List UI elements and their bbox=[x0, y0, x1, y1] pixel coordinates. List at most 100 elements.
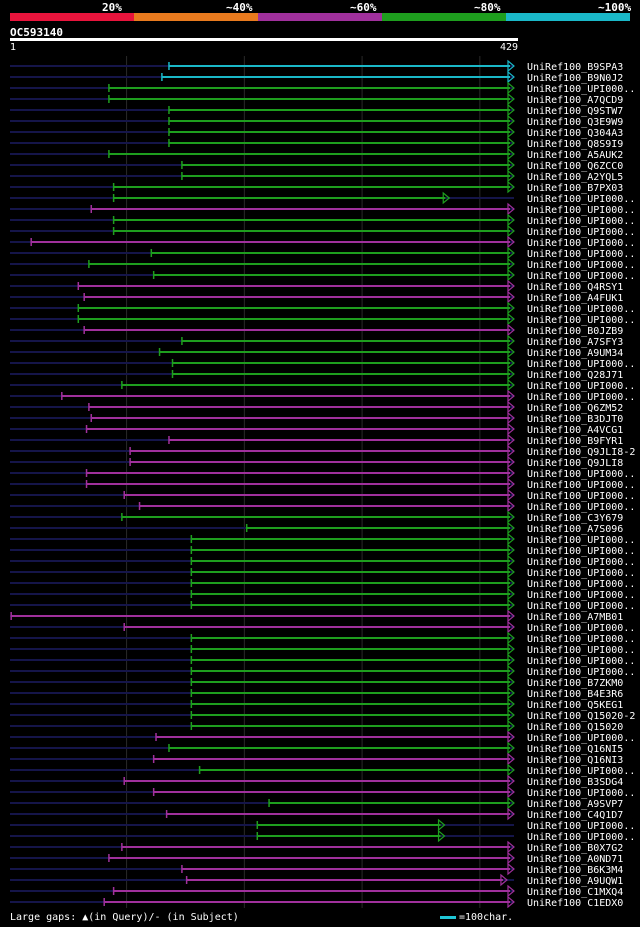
hit-row[interactable]: UniRef100_C1MXQ4 bbox=[10, 886, 623, 898]
hit-label[interactable]: UniRef100_C1EDX0 bbox=[527, 898, 623, 908]
hit-label[interactable]: UniRef100_UPI000.. bbox=[527, 590, 635, 601]
hit-row[interactable]: UniRef100_A5AUK2 bbox=[10, 149, 623, 161]
hit-label[interactable]: UniRef100_Q6ZCC0 bbox=[527, 161, 623, 172]
hit-label[interactable]: UniRef100_C1MXQ4 bbox=[527, 887, 623, 898]
hit-row[interactable]: UniRef100_B3SDG4 bbox=[10, 776, 623, 788]
hit-row[interactable]: UniRef100_UPI000.. bbox=[10, 787, 635, 799]
hit-row[interactable]: UniRef100_Q9JLI8-2 bbox=[10, 446, 635, 458]
hit-row[interactable]: UniRef100_Q8S9I9 bbox=[10, 138, 623, 150]
hit-label[interactable]: UniRef100_A5AUK2 bbox=[527, 150, 623, 161]
hit-row[interactable]: UniRef100_UPI000.. bbox=[10, 226, 635, 238]
hit-label[interactable]: UniRef100_Q15020-2 bbox=[527, 711, 635, 722]
hit-row[interactable]: UniRef100_UPI000.. bbox=[10, 391, 635, 403]
hit-row[interactable]: UniRef100_B0JZB9 bbox=[10, 325, 623, 337]
hit-label[interactable]: UniRef100_UPI000.. bbox=[527, 315, 635, 326]
hit-label[interactable]: UniRef100_B6K3M4 bbox=[527, 865, 623, 876]
hit-label[interactable]: UniRef100_Q5KEG1 bbox=[527, 700, 623, 711]
hit-label[interactable]: UniRef100_Q6ZM52 bbox=[527, 403, 623, 414]
hit-row[interactable]: UniRef100_B4E3R6 bbox=[10, 688, 623, 700]
hit-row[interactable]: UniRef100_UPI000.. bbox=[10, 765, 635, 777]
hit-label[interactable]: UniRef100_B3DJT0 bbox=[527, 414, 623, 425]
hit-label[interactable]: UniRef100_UPI000.. bbox=[527, 634, 635, 645]
hit-label[interactable]: UniRef100_UPI000.. bbox=[527, 623, 635, 634]
hit-label[interactable]: UniRef100_UPI000.. bbox=[527, 260, 635, 271]
hit-label[interactable]: UniRef100_B3SDG4 bbox=[527, 777, 623, 788]
hit-row[interactable]: UniRef100_UPI000.. bbox=[10, 468, 635, 480]
hit-label[interactable]: UniRef100_B0X7G2 bbox=[527, 843, 623, 854]
hit-label[interactable]: UniRef100_UPI000.. bbox=[527, 821, 635, 832]
hit-row[interactable]: UniRef100_Q304A3 bbox=[10, 127, 623, 139]
hit-row[interactable]: UniRef100_A4FUK1 bbox=[10, 292, 623, 304]
hit-label[interactable]: UniRef100_UPI000.. bbox=[527, 535, 635, 546]
hit-label[interactable]: UniRef100_UPI000.. bbox=[527, 579, 635, 590]
hit-label[interactable]: UniRef100_UPI000.. bbox=[527, 205, 635, 216]
hit-row[interactable]: UniRef100_Q15020 bbox=[10, 721, 623, 733]
hit-label[interactable]: UniRef100_UPI000.. bbox=[527, 359, 635, 370]
hit-label[interactable]: UniRef100_B9FYR1 bbox=[527, 436, 623, 447]
hit-row[interactable]: UniRef100_A7MB01 bbox=[10, 611, 623, 623]
hit-label[interactable]: UniRef100_A2YQL5 bbox=[527, 172, 623, 183]
hit-row[interactable]: UniRef100_UPI000.. bbox=[10, 204, 635, 216]
hit-label[interactable]: UniRef100_A9UM34 bbox=[527, 348, 623, 359]
hit-label[interactable]: UniRef100_Q16NI5 bbox=[527, 744, 623, 755]
hit-label[interactable]: UniRef100_UPI000.. bbox=[527, 733, 635, 744]
hit-row[interactable]: UniRef100_C3Y679 bbox=[10, 512, 623, 524]
hit-label[interactable]: UniRef100_A7MB01 bbox=[527, 612, 623, 623]
hit-row[interactable]: UniRef100_UPI000.. bbox=[10, 380, 635, 392]
hit-row[interactable]: UniRef100_UPI000.. bbox=[10, 314, 635, 326]
hit-row[interactable]: UniRef100_Q16NI5 bbox=[10, 743, 623, 755]
hit-row[interactable]: UniRef100_A7S096 bbox=[10, 523, 623, 535]
hit-label[interactable]: UniRef100_Q28J71 bbox=[527, 370, 623, 381]
hit-label[interactable]: UniRef100_A4VCG1 bbox=[527, 425, 623, 436]
hit-label[interactable]: UniRef100_Q9STW7 bbox=[527, 106, 623, 117]
hit-row[interactable]: UniRef100_A9UM34 bbox=[10, 347, 623, 359]
hit-label[interactable]: UniRef100_A9SVP7 bbox=[527, 799, 623, 810]
hit-row[interactable]: UniRef100_A2YQL5 bbox=[10, 171, 623, 183]
hit-label[interactable]: UniRef100_B7PX03 bbox=[527, 183, 623, 194]
hit-label[interactable]: UniRef100_UPI000.. bbox=[527, 766, 635, 777]
hit-label[interactable]: UniRef100_Q9JLI8 bbox=[527, 458, 623, 469]
hit-row[interactable]: UniRef100_B3DJT0 bbox=[10, 413, 623, 425]
hit-row[interactable]: UniRef100_Q28J71 bbox=[10, 369, 623, 381]
hit-row[interactable]: UniRef100_UPI000.. bbox=[10, 644, 635, 656]
hit-label[interactable]: UniRef100_B4E3R6 bbox=[527, 689, 623, 700]
hit-label[interactable]: UniRef100_Q8S9I9 bbox=[527, 139, 623, 150]
hit-label[interactable]: UniRef100_A0ND71 bbox=[527, 854, 623, 865]
hit-label[interactable]: UniRef100_UPI000.. bbox=[527, 84, 635, 95]
hit-row[interactable]: UniRef100_Q9JLI8 bbox=[10, 457, 623, 469]
hit-row[interactable]: UniRef100_UPI000.. bbox=[10, 545, 635, 557]
hit-row[interactable]: UniRef100_B7ZKM0 bbox=[10, 677, 623, 689]
hit-row[interactable]: UniRef100_A9SVP7 bbox=[10, 798, 623, 810]
hit-label[interactable]: UniRef100_UPI000.. bbox=[527, 568, 635, 579]
hit-row[interactable]: UniRef100_UPI000.. bbox=[10, 534, 635, 546]
hit-row[interactable]: UniRef100_C4Q1D7 bbox=[10, 809, 623, 821]
hit-row[interactable]: UniRef100_B9N0J2 bbox=[10, 72, 623, 84]
hit-row[interactable]: UniRef100_UPI000.. bbox=[10, 215, 635, 227]
hit-label[interactable]: UniRef100_C3Y679 bbox=[527, 513, 623, 524]
hit-row[interactable]: UniRef100_Q4RSY1 bbox=[10, 281, 623, 293]
hit-row[interactable]: UniRef100_B9FYR1 bbox=[10, 435, 623, 447]
hit-row[interactable]: UniRef100_A9UQW1 bbox=[10, 875, 623, 887]
hit-label[interactable]: UniRef100_UPI000.. bbox=[527, 557, 635, 568]
hit-label[interactable]: UniRef100_UPI000.. bbox=[527, 271, 635, 282]
hit-label[interactable]: UniRef100_UPI000.. bbox=[527, 304, 635, 315]
hit-row[interactable]: UniRef100_UPI000.. bbox=[10, 358, 635, 370]
hit-label[interactable]: UniRef100_UPI000.. bbox=[527, 249, 635, 260]
hit-row[interactable]: UniRef100_UPI000.. bbox=[10, 248, 635, 260]
hit-row[interactable]: UniRef100_UPI000.. bbox=[10, 732, 635, 744]
hit-row[interactable]: UniRef100_UPI000.. bbox=[10, 655, 635, 667]
hit-label[interactable]: UniRef100_UPI000.. bbox=[527, 480, 635, 491]
hit-row[interactable]: UniRef100_UPI000.. bbox=[10, 633, 635, 645]
hit-row[interactable]: UniRef100_C1EDX0 bbox=[10, 897, 623, 908]
hit-row[interactable]: UniRef100_UPI000.. bbox=[10, 501, 635, 513]
hit-label[interactable]: UniRef100_B9N0J2 bbox=[527, 73, 623, 84]
hit-row[interactable]: UniRef100_A0ND71 bbox=[10, 853, 623, 865]
hit-label[interactable]: UniRef100_Q3E9W9 bbox=[527, 117, 623, 128]
hit-label[interactable]: UniRef100_Q304A3 bbox=[527, 128, 623, 139]
hit-label[interactable]: UniRef100_UPI000.. bbox=[527, 194, 635, 205]
hit-label[interactable]: UniRef100_UPI000.. bbox=[527, 832, 635, 843]
hit-label[interactable]: UniRef100_A7SFY3 bbox=[527, 337, 623, 348]
hit-row[interactable]: UniRef100_UPI000.. bbox=[10, 193, 635, 205]
hit-row[interactable]: UniRef100_UPI000.. bbox=[10, 259, 635, 271]
hit-label[interactable]: UniRef100_UPI000.. bbox=[527, 788, 635, 799]
